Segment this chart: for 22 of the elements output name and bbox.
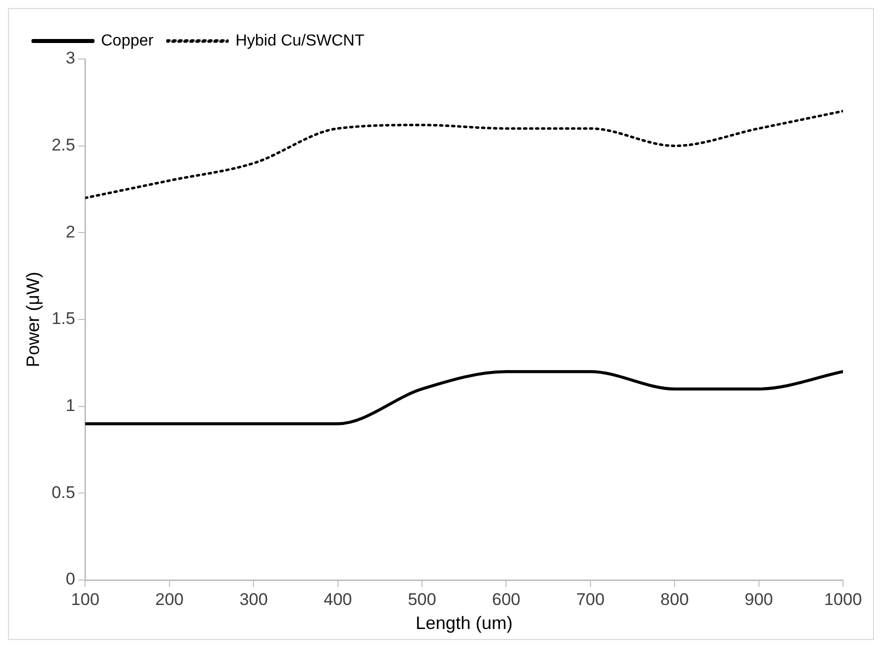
x-tick-label: 200	[155, 590, 184, 609]
line-series	[85, 110, 843, 200]
x-tick-label: 100	[71, 590, 100, 609]
x-tick-label: 500	[408, 590, 436, 609]
x-tick-label: 300	[239, 590, 268, 609]
y-tick-label: 1	[66, 396, 76, 416]
y-tick-label: 3	[66, 48, 76, 68]
legend-label: Copper	[101, 32, 154, 50]
y-tick-label: 0.5	[52, 482, 76, 502]
y-tick-label: 2	[66, 222, 76, 242]
x-tick-label: 400	[324, 590, 352, 609]
y-tick-label: 1.5	[52, 309, 76, 328]
x-tick-label: 1000	[824, 590, 862, 609]
x-axis-title: Length (um)	[416, 613, 513, 634]
y-axis-title: Power (μW)	[22, 272, 43, 368]
x-tick-label: 900	[744, 590, 773, 609]
y-tick-label: 2.5	[52, 136, 76, 155]
y-tick-label: 0	[66, 570, 76, 589]
x-tick-label: 700	[576, 590, 605, 609]
x-tick-label: 800	[660, 590, 689, 609]
x-tick-label: 600	[492, 590, 520, 609]
legend-label: Hybid Cu/SWCNT	[235, 32, 365, 50]
